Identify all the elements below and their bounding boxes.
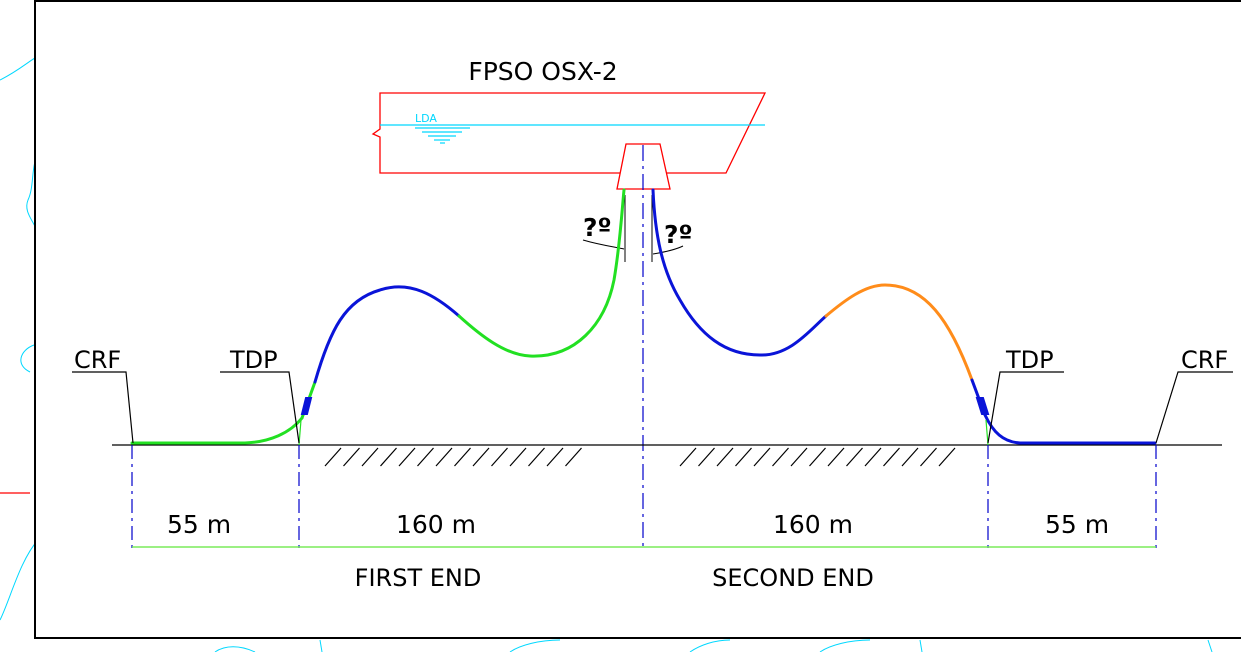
hatch-stroke [753,447,771,467]
hatch-stroke [546,447,564,467]
hatch-stroke [883,447,900,467]
seabed-hatching [324,447,956,467]
hatch-stroke [398,447,416,467]
hatch-stroke [827,447,845,467]
hatch-stroke [491,447,508,467]
tdp-label-left: TDP [229,346,278,374]
hatch-stroke [435,447,453,467]
riser-segment-blue-buoyancy [313,285,461,384]
dimension-left-inner: 160 m [396,510,476,539]
dimension-right-inner: 160 m [773,510,853,539]
hatch-stroke [809,447,826,467]
hatch-stroke [698,447,715,467]
dimension-extension-lines [131,445,1157,550]
hatch-stroke [846,447,863,467]
bend-stiffener-left [300,397,313,415]
hatch-stroke [679,447,697,467]
riser-segment-blue-catenary [651,188,828,357]
hatch-stroke [901,447,919,467]
hatch-stroke [472,447,490,467]
dimension-left-outer: 55 m [167,510,231,539]
bend-stiffener-right [975,397,990,415]
hatch-stroke [509,447,527,467]
tdp-label-right: TDP [1005,346,1054,374]
riser-segment-green-bottom [130,416,304,445]
hatch-stroke [772,447,789,467]
second-end-label: SECOND END [712,564,874,592]
hatch-stroke [735,447,752,467]
riser-first-end [130,188,626,445]
angle-label-left: ?º [583,213,612,242]
hatch-stroke [417,447,434,467]
angle-label-right: ?º [664,220,693,249]
hatch-stroke [565,447,582,467]
hatch-stroke [790,447,808,467]
dimension-right-outer: 55 m [1045,510,1109,539]
riser-second-end [651,188,1157,445]
crf-label-left: CRF [74,346,121,374]
hatch-stroke [920,447,937,467]
drawing-frame [34,0,1241,639]
waterline-label: LDA [415,112,437,125]
crf-label-right: CRF [1181,346,1228,374]
hatch-stroke [454,447,471,467]
label-leaders [72,371,1233,444]
touchdown-marks [298,419,989,446]
hatch-stroke [361,447,379,467]
hatch-stroke [864,447,882,467]
hatch-stroke [528,447,545,467]
hatch-stroke [343,447,360,467]
angle-marks [582,195,684,262]
riser-segment-blue-touchdown [970,378,1157,445]
hatch-stroke [380,447,397,467]
vessel-title: FPSO OSX-2 [468,57,617,86]
hatch-stroke [324,447,342,467]
riser-segment-orange-buoyancy [824,283,974,382]
first-end-label: FIRST END [355,564,482,592]
hatch-stroke [716,447,734,467]
riser-segment-green-catenary [457,188,626,358]
hatch-stroke [938,447,956,467]
waterline [380,124,765,144]
